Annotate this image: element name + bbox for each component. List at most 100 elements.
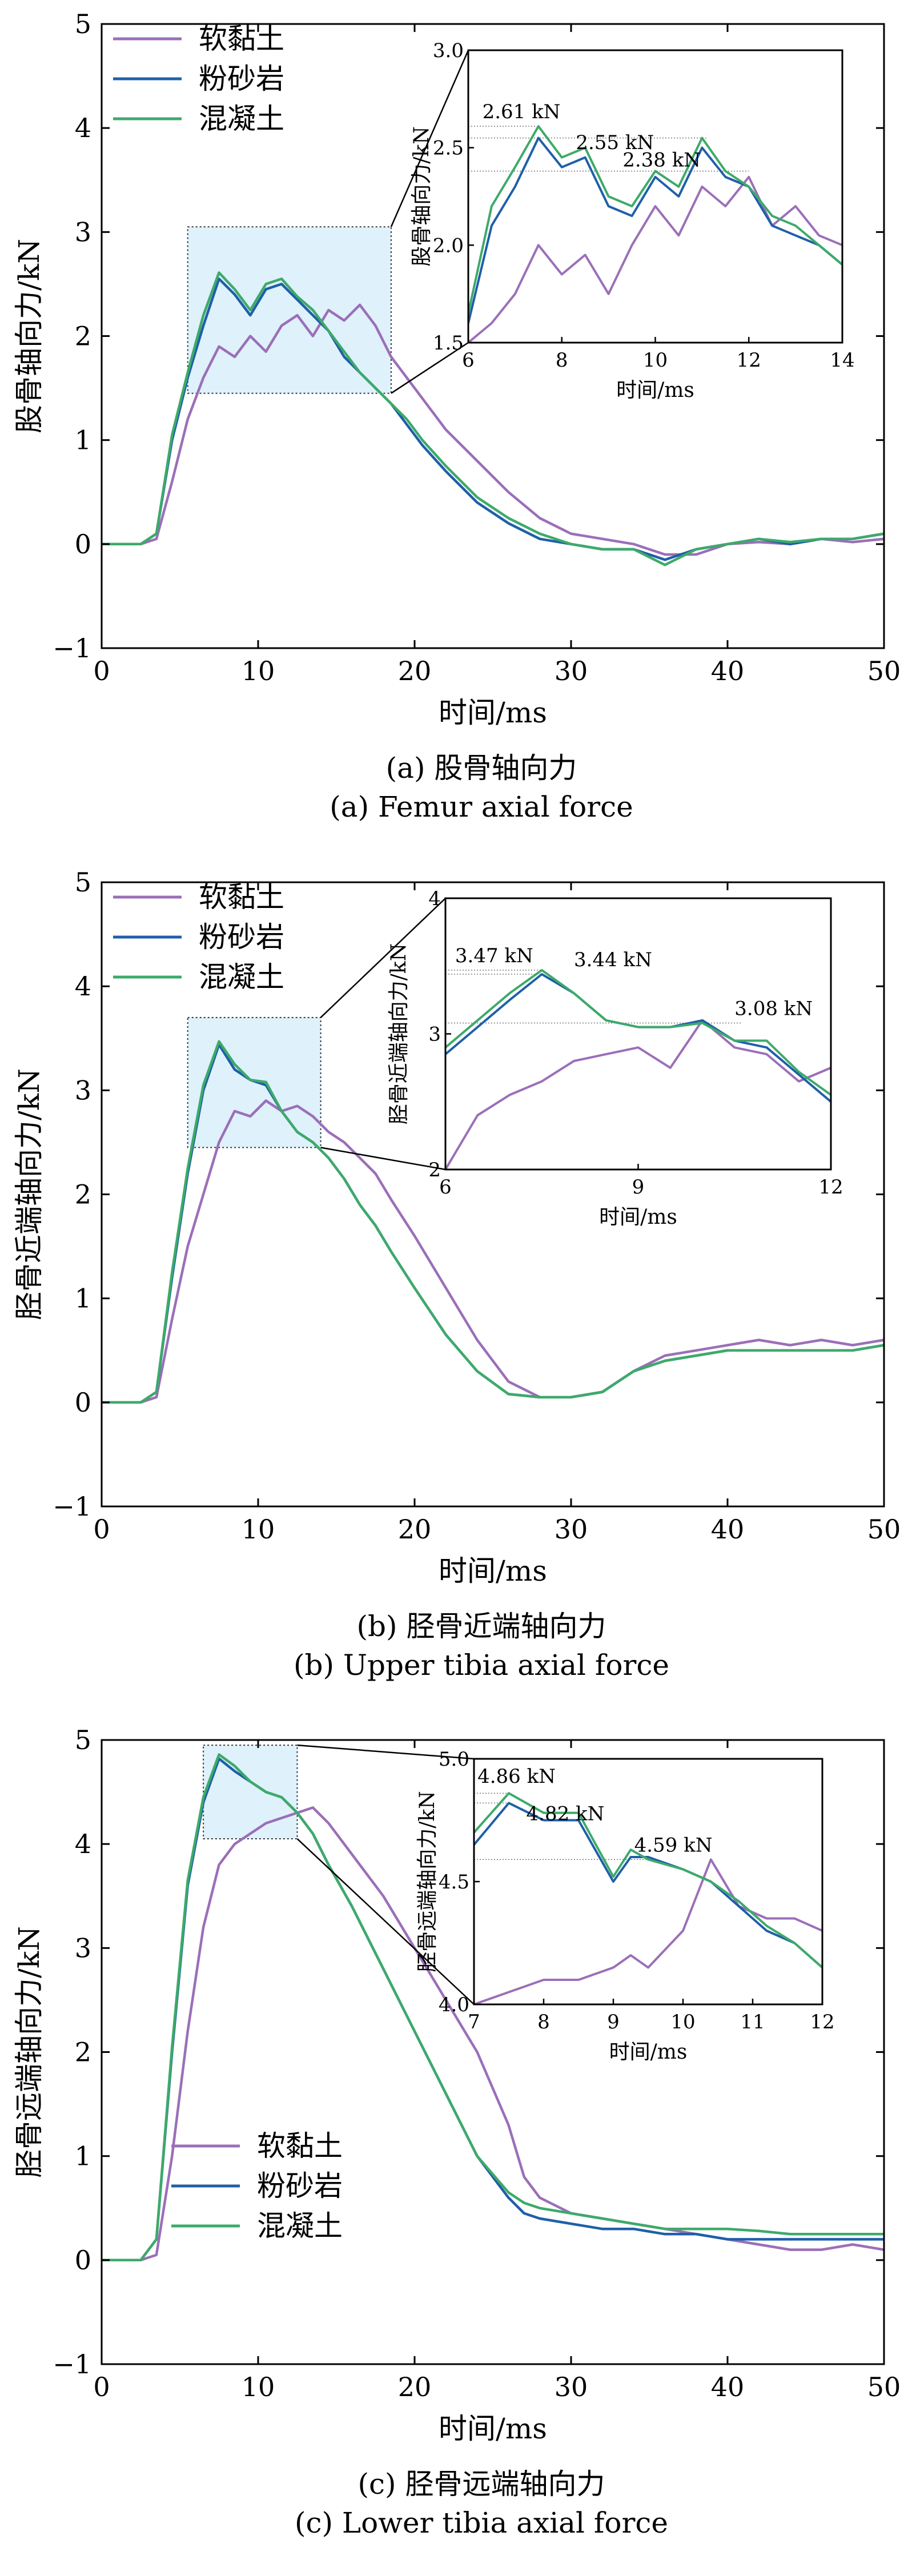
inset-y-tick-label: 1.5 — [433, 332, 464, 355]
series-line-1 — [102, 1099, 885, 1404]
legend-label-2: 粉砂岩 — [199, 921, 284, 954]
inset-x-tick-label: 8 — [537, 2011, 550, 2034]
x-tick-label: 0 — [93, 2372, 110, 2402]
y-tick-label: 2 — [75, 321, 91, 352]
series-line-3 — [102, 1040, 885, 1404]
legend-label-1: 软黏土 — [257, 2129, 343, 2163]
inset-x-tick-label: 12 — [737, 349, 761, 372]
y-axis-label: 胫骨近端轴向力/kN — [13, 1068, 46, 1320]
inset-x-tick-label: 6 — [439, 1176, 452, 1199]
y-tick-label: 4 — [75, 112, 91, 143]
x-tick-label: 30 — [555, 656, 588, 686]
panel-b-upper-tibia: 0 10 20 30 40 50−1012345时间/ms胫骨近端轴向力/kN软黏土粉砂岩… — [13, 867, 901, 1682]
y-tick-label: 4 — [75, 1828, 91, 1859]
peak-annotation: 3.47 kN — [455, 945, 533, 967]
legend-label-3: 混凝土 — [199, 102, 284, 135]
inset-x-tick-label: 7 — [468, 2011, 480, 2034]
x-axis-label: 时间/ms — [439, 696, 547, 729]
peak-annotation: 4.59 kN — [634, 1834, 713, 1856]
inset-x-tick-label: 10 — [643, 349, 668, 372]
inset-series-line-1 — [474, 1858, 822, 2004]
y-tick-label: 5 — [75, 9, 91, 39]
caption-cn: (a) 股骨轴向力 — [386, 751, 577, 785]
legend-label-1: 软黏土 — [199, 881, 284, 914]
inset-plot-area — [468, 125, 842, 343]
x-tick-label: 10 — [242, 656, 275, 686]
y-tick-label: 5 — [75, 867, 91, 898]
y-tick-label: 3 — [75, 1932, 91, 1963]
x-tick-label: 20 — [398, 2372, 432, 2402]
inset-y-axis-label: 股骨轴向力/kN — [410, 126, 433, 266]
x-tick-label: 50 — [867, 1514, 901, 1545]
legend-label-1: 软黏土 — [199, 22, 284, 55]
inset-x-axis-label: 时间/ms — [609, 2040, 688, 2064]
legend-label-2: 粉砂岩 — [257, 2169, 343, 2203]
inset-series-line-2 — [468, 136, 842, 324]
inset-background — [445, 898, 831, 1170]
inset-y-tick-label: 4.0 — [439, 1994, 469, 2016]
y-tick-label: 1 — [75, 2141, 91, 2172]
zoom-region — [187, 226, 392, 394]
peak-annotation: 4.82 kN — [527, 1802, 605, 1825]
series-line-3 — [102, 1753, 884, 2262]
x-axis-label: 时间/ms — [439, 2412, 547, 2445]
caption-en: (c) Lower tibia axial force — [295, 2506, 668, 2539]
inset-series-line-2 — [474, 1802, 822, 1969]
inset-x-tick-label: 9 — [632, 1176, 645, 1199]
y-tick-label: 0 — [75, 529, 91, 560]
x-tick-label: 0 — [93, 656, 110, 686]
y-tick-label: 5 — [75, 1725, 91, 1755]
peak-annotation: 2.38 kN — [622, 149, 701, 172]
inset-series-line-3 — [445, 968, 831, 1096]
inset-y-axis-label: 胫骨远端轴向力/kN — [416, 1791, 439, 1972]
inset-x-axis-label: 时间/ms — [599, 1205, 677, 1229]
inset-series-line-1 — [445, 1019, 831, 1170]
legend-label-3: 混凝土 — [199, 961, 284, 994]
x-tick-label: 50 — [867, 2372, 901, 2402]
y-tick-label: 0 — [75, 2245, 91, 2276]
x-tick-label: 50 — [867, 656, 901, 686]
inset-plot-area — [445, 968, 831, 1170]
y-tick-label: 2 — [75, 1179, 91, 1210]
legend-label-3: 混凝土 — [257, 2209, 343, 2243]
inset-y-tick-label: 2 — [428, 1159, 441, 1181]
x-tick-label: 20 — [398, 656, 432, 686]
inset-background — [468, 50, 842, 343]
series-line-3 — [102, 271, 885, 566]
x-tick-label: 40 — [711, 2372, 745, 2402]
peak-annotation: 4.86 kN — [477, 1765, 556, 1788]
zoom-connector — [320, 1147, 446, 1171]
x-axis-label: 时间/ms — [439, 1554, 547, 1588]
caption-cn: (b) 胫骨近端轴向力 — [357, 1610, 606, 1643]
x-tick-label: 20 — [398, 1514, 432, 1545]
x-tick-label: 30 — [555, 2372, 588, 2402]
inset-y-tick-label: 2.0 — [433, 234, 464, 257]
inset-y-tick-label: 4.5 — [439, 1871, 469, 1894]
inset-x-tick-label: 8 — [556, 349, 568, 372]
x-tick-label: 10 — [242, 2372, 275, 2402]
zoom-connector — [391, 341, 469, 394]
x-tick-label: 0 — [93, 1514, 110, 1545]
y-tick-label: 1 — [75, 425, 91, 456]
inset-x-tick-label: 10 — [670, 2011, 695, 2034]
peak-annotation: 2.61 kN — [483, 101, 561, 123]
y-tick-label: 2 — [75, 2037, 91, 2068]
caption-en: (b) Upper tibia axial force — [294, 1649, 669, 1682]
zoom-connector — [390, 50, 469, 227]
x-tick-label: 30 — [555, 1514, 588, 1545]
caption-cn: (c) 胫骨远端轴向力 — [358, 2468, 605, 2501]
inset-y-tick-label: 4 — [428, 887, 441, 910]
inset-background — [474, 1759, 822, 2004]
inset-x-tick-label: 12 — [810, 2011, 834, 2034]
legend-label-2: 粉砂岩 — [199, 62, 284, 95]
y-tick-label: 4 — [75, 971, 91, 1002]
peak-annotation: 3.08 kN — [734, 998, 813, 1020]
y-tick-label: 0 — [75, 1387, 91, 1418]
y-tick-label: 3 — [75, 216, 91, 247]
y-axis-label: 胫骨远端轴向力/kN — [13, 1926, 46, 2178]
inset-x-tick-label: 12 — [818, 1176, 843, 1199]
zoom-connector — [297, 1744, 475, 1760]
peak-annotation: 3.44 kN — [574, 949, 652, 971]
x-tick-label: 10 — [242, 1514, 275, 1545]
